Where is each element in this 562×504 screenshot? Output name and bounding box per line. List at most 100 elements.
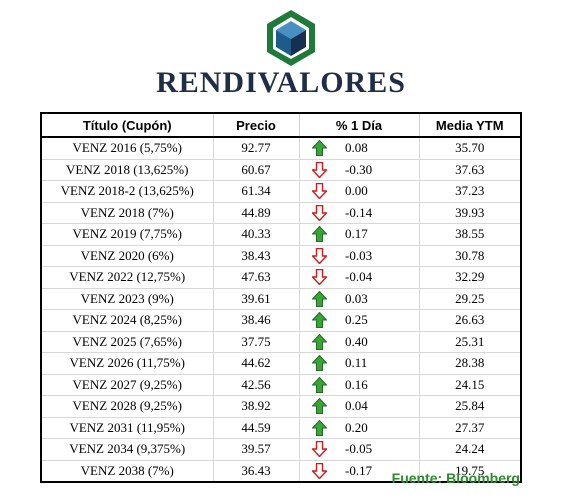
red-down-arrow-icon [298,266,339,289]
table-row: VENZ 2024 (8,25%) 38.46 0.25 26.63 [40,309,522,332]
red-down-arrow-icon [298,245,339,267]
bond-title: VENZ 2018 (7%) [40,202,213,224]
bond-title: VENZ 2028 (9,25%) [40,395,213,418]
red-down-arrow-icon [298,159,339,181]
table-row: VENZ 2019 (7,75%) 40.33 0.17 38.55 [40,223,522,246]
bond-title: VENZ 2038 (7%) [40,460,213,483]
bond-change: 0.04 [339,395,419,418]
green-up-arrow-icon [298,331,339,353]
green-up-arrow-icon [298,395,339,418]
bond-title: VENZ 2019 (7,75%) [40,223,213,246]
green-up-arrow-icon [298,309,339,332]
red-down-arrow-icon [298,460,339,483]
bond-change: 0.11 [339,352,419,375]
rendivalores-logo [267,10,315,66]
table-row: VENZ 2018-2 (13,625%) 61.34 0.00 37.23 [40,180,522,203]
bond-price: 39.61 [212,288,299,310]
green-up-arrow-icon [298,417,339,439]
bond-title: VENZ 2016 (5,75%) [40,137,213,160]
table-row: VENZ 2020 (6%) 38.43 -0.03 30.78 [40,245,522,267]
bond-ytm: 27.37 [418,417,522,439]
bond-ytm: 29.25 [418,288,522,310]
green-up-arrow-icon [298,288,339,310]
bond-ytm: 37.23 [418,180,522,203]
bond-change: -0.30 [339,159,419,181]
bond-price: 61.34 [212,180,299,203]
bond-price: 36.43 [212,460,299,483]
bond-change: 0.08 [339,137,419,160]
brand-name: RENDIVALORES [156,66,406,99]
bond-ytm: 37.63 [418,159,522,181]
table-row: VENZ 2016 (5,75%) 92.77 0.08 35.70 [40,137,522,160]
bond-ytm: 19.75 [418,460,522,483]
bond-ytm: 30.78 [418,245,522,267]
bond-title: VENZ 2034 (9,375%) [40,438,213,461]
bond-ytm: 24.24 [418,438,522,461]
bond-price: 92.77 [212,137,299,160]
bond-change: 0.20 [339,417,419,439]
bond-ytm: 25.31 [418,331,522,353]
table-row: VENZ 2018 (7%) 44.89 -0.14 39.93 [40,202,522,224]
bond-ytm: 28.38 [418,352,522,375]
bond-ytm: 32.29 [418,266,522,289]
red-down-arrow-icon [298,202,339,224]
bond-change: 0.25 [339,309,419,332]
bond-change: 0.03 [339,288,419,310]
red-down-arrow-icon [298,180,339,203]
bond-price: 38.92 [212,395,299,418]
green-up-arrow-icon [298,223,339,246]
bond-price: 37.75 [212,331,299,353]
bond-price: 44.62 [212,352,299,375]
header-price: Precio [212,112,299,138]
table-row: VENZ 2026 (11,75%) 44.62 0.11 28.38 [40,352,522,375]
green-up-arrow-icon [298,374,339,396]
bond-title: VENZ 2026 (11,75%) [40,352,213,375]
bond-price: 44.59 [212,417,299,439]
bond-price: 40.33 [212,223,299,246]
bond-change: -0.17 [339,460,419,483]
header-title: Título (Cupón) [40,112,213,138]
bond-change: -0.14 [339,202,419,224]
source-note: Fuente: Bloomberg [391,470,520,486]
header-ytm: Media YTM [418,112,522,138]
bonds-table: Título (Cupón) Precio % 1 Día Media YTM … [40,112,522,483]
bond-title: VENZ 2031 (11,95%) [40,417,213,439]
bond-price: 60.67 [212,159,299,181]
bond-title: VENZ 2018-2 (13,625%) [40,180,213,203]
table-row: VENZ 2025 (7,65%) 37.75 0.40 25.31 [40,331,522,353]
table-row: VENZ 2034 (9,375%) 39.57 -0.05 24.24 [40,438,522,461]
bond-price: 39.57 [212,438,299,461]
bond-ytm: 25.84 [418,395,522,418]
bond-price: 47.63 [212,266,299,289]
table-header-row: Título (Cupón) Precio % 1 Día Media YTM [40,112,522,138]
bond-change: -0.03 [339,245,419,267]
bond-change: 0.16 [339,374,419,396]
bond-ytm: 39.93 [418,202,522,224]
table-row: VENZ 2023 (9%) 39.61 0.03 29.25 [40,288,522,310]
bond-title: VENZ 2023 (9%) [40,288,213,310]
table-row: VENZ 2027 (9,25%) 42.56 0.16 24.15 [40,374,522,396]
green-up-arrow-icon [298,137,339,160]
bond-title: VENZ 2027 (9,25%) [40,374,213,396]
header-change: % 1 Día [298,112,419,138]
green-up-arrow-icon [298,352,339,375]
bond-title: VENZ 2024 (8,25%) [40,309,213,332]
table-row: VENZ 2022 (12,75%) 47.63 -0.04 32.29 [40,266,522,289]
red-down-arrow-icon [298,438,339,461]
bond-change: -0.04 [339,266,419,289]
table-row: VENZ 2038 (7%) 36.43 -0.17 19.75 [40,460,522,483]
bond-change: -0.05 [339,438,419,461]
bond-title: VENZ 2025 (7,65%) [40,331,213,353]
bond-ytm: 24.15 [418,374,522,396]
bond-change: 0.40 [339,331,419,353]
bond-ytm: 26.63 [418,309,522,332]
bond-title: VENZ 2022 (12,75%) [40,266,213,289]
bond-title: VENZ 2020 (6%) [40,245,213,267]
bond-title: VENZ 2018 (13,625%) [40,159,213,181]
bond-price: 44.89 [212,202,299,224]
bond-price: 38.46 [212,309,299,332]
bond-ytm: 38.55 [418,223,522,246]
bond-ytm: 35.70 [418,137,522,160]
bond-change: 0.17 [339,223,419,246]
bond-change: 0.00 [339,180,419,203]
